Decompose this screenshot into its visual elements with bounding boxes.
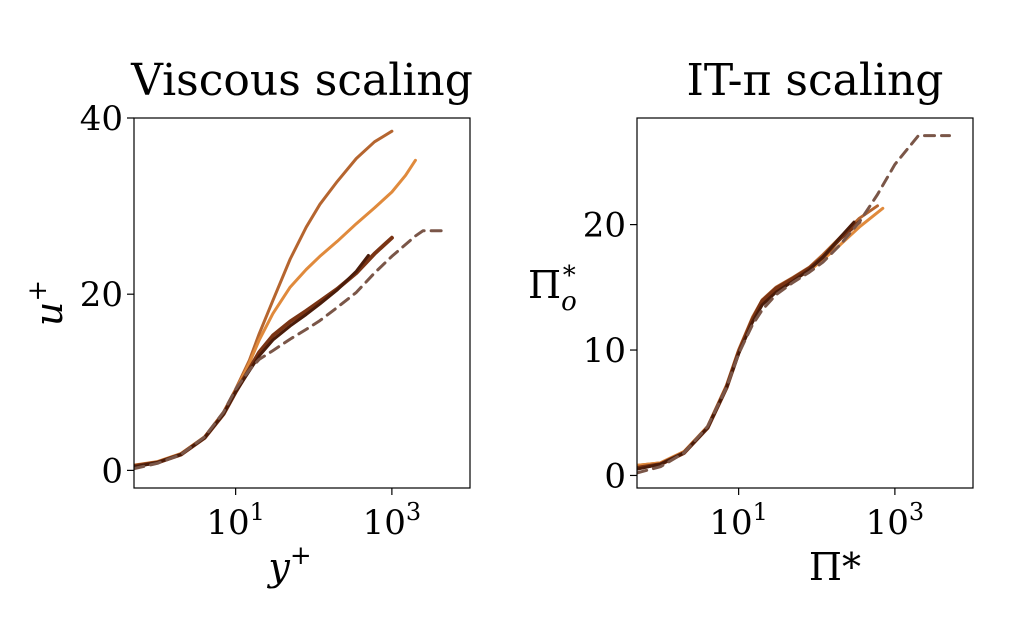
series-line-reference-dashed bbox=[637, 134, 951, 475]
series-layer bbox=[637, 134, 951, 475]
x-axis-label-base: y bbox=[266, 545, 290, 589]
x-tick-label: 101 bbox=[206, 498, 265, 543]
series-line-reference-dashed bbox=[134, 229, 448, 471]
y-axis-label: u+ bbox=[23, 280, 71, 326]
plot-frame bbox=[133, 117, 471, 489]
x-axis-label: Π* bbox=[809, 545, 861, 589]
x-tick-label: 103 bbox=[866, 498, 925, 543]
y-axis-label: Πo* bbox=[528, 261, 577, 317]
y-tick-label: 20 bbox=[80, 275, 123, 315]
series-layer bbox=[134, 129, 448, 471]
series-line-collapsed-4 bbox=[637, 220, 856, 471]
y-axis-label-base: Π bbox=[528, 263, 561, 307]
ticks-layer: 0 10 20 101 103 bbox=[583, 206, 924, 543]
x-tick-label: 101 bbox=[709, 498, 768, 543]
plot-frame bbox=[636, 117, 974, 489]
y-tick-label: 40 bbox=[80, 99, 123, 139]
y-axis-label-sup: + bbox=[23, 280, 53, 302]
y-axis-label-sub: o bbox=[561, 287, 577, 317]
series-line-profile-1 bbox=[134, 129, 394, 468]
series-line-profile-2 bbox=[134, 158, 417, 467]
y-tick-label: 10 bbox=[583, 331, 626, 371]
y-tick-label: 0 bbox=[101, 451, 123, 491]
y-tick-label: 20 bbox=[583, 206, 626, 246]
x-tick-label: 103 bbox=[363, 498, 422, 543]
y-tick-label: 0 bbox=[604, 456, 626, 496]
y-axis-label-base: u bbox=[27, 302, 71, 326]
x-axis-label-sup: + bbox=[290, 541, 312, 571]
ticks-layer: 0 20 40 101 103 bbox=[80, 99, 421, 543]
panel-title: IT-π scaling bbox=[687, 55, 944, 106]
x-axis-label: y+ bbox=[266, 541, 311, 589]
y-axis-label-sup: * bbox=[563, 261, 576, 291]
series-line-collapsed-2 bbox=[637, 206, 885, 467]
it-pi-scaling-panel: IT-π scaling 0 10 20 101 103 Π* Πo* bbox=[528, 55, 974, 589]
panel-title: Viscous scaling bbox=[130, 55, 473, 106]
